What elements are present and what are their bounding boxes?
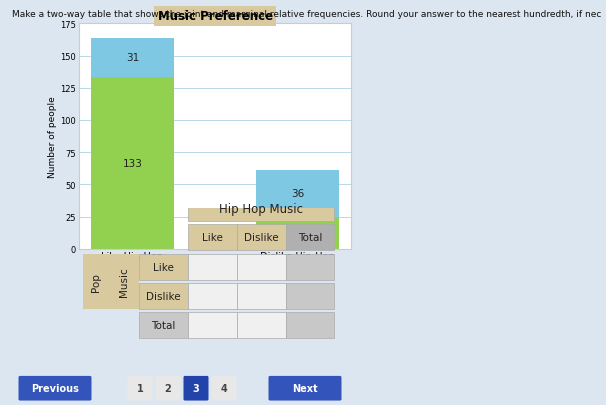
Bar <box>109 254 139 309</box>
Text: Like: Like <box>202 233 223 243</box>
Text: 133: 133 <box>122 159 142 168</box>
Bar <box>285 312 335 338</box>
Text: Dislike: Dislike <box>146 291 181 301</box>
FancyBboxPatch shape <box>156 376 181 401</box>
Text: 1: 1 <box>136 383 144 393</box>
FancyBboxPatch shape <box>19 376 92 401</box>
Text: 25: 25 <box>291 228 304 238</box>
Bar <box>188 196 335 222</box>
Bar <box>139 312 188 338</box>
FancyBboxPatch shape <box>268 376 342 401</box>
Text: Like: Like <box>153 262 174 272</box>
Text: Dislike: Dislike <box>244 233 278 243</box>
FancyBboxPatch shape <box>211 376 236 401</box>
Bar <box>188 312 237 338</box>
Bar <box>82 254 109 309</box>
Bar <box>285 283 335 309</box>
Bar <box>139 254 188 280</box>
Bar <box>256 171 339 217</box>
Bar <box>91 38 174 78</box>
Bar <box>237 312 285 338</box>
Bar <box>188 283 237 309</box>
FancyBboxPatch shape <box>127 376 153 401</box>
Text: Hip Hop Music: Hip Hop Music <box>219 202 303 215</box>
Bar <box>237 283 285 309</box>
Bar <box>91 78 174 249</box>
Bar <box>285 254 335 280</box>
Bar <box>139 283 188 309</box>
Bar <box>237 225 285 251</box>
Text: 4: 4 <box>221 383 227 393</box>
Text: Next: Next <box>292 383 318 393</box>
Text: 31: 31 <box>126 53 139 63</box>
Text: Pop: Pop <box>91 272 101 291</box>
Text: Make a two-way table that shows the joint and marginal relative frequencies. Rou: Make a two-way table that shows the join… <box>12 10 602 19</box>
Legend: Like Pop, Dislike Pop: Like Pop, Dislike Pop <box>148 291 282 307</box>
Bar <box>237 254 285 280</box>
Bar <box>256 217 339 249</box>
Text: 36: 36 <box>291 189 304 199</box>
Bar <box>188 254 237 280</box>
Bar <box>285 225 335 251</box>
Text: Total: Total <box>298 233 322 243</box>
Title: Music Preference: Music Preference <box>158 10 273 23</box>
Text: Previous: Previous <box>31 383 79 393</box>
Text: 3: 3 <box>193 383 199 393</box>
Text: Music: Music <box>119 266 129 296</box>
Text: 2: 2 <box>165 383 171 393</box>
FancyBboxPatch shape <box>184 376 208 401</box>
Y-axis label: Number of people: Number of people <box>48 96 58 177</box>
Bar <box>188 225 237 251</box>
Text: Total: Total <box>152 320 176 330</box>
